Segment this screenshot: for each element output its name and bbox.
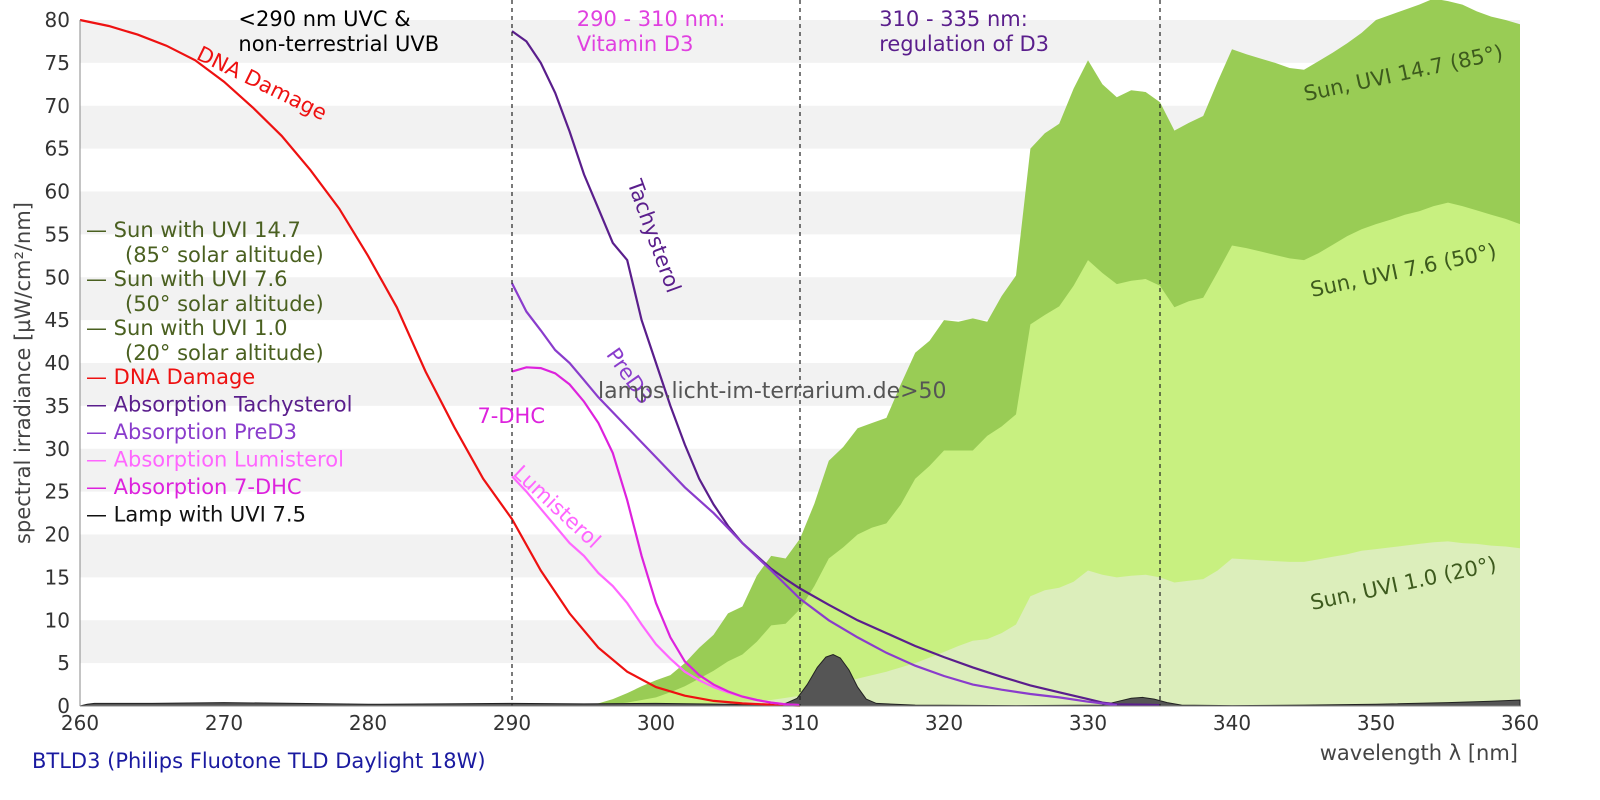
y-tick-label-50: 50 [45,265,70,289]
legend-entry-2-sub: (20° solar altitude) [125,341,324,365]
legend-entry-0-sub: (85° solar altitude) [125,243,324,267]
y-tick-label-35: 35 [45,394,70,418]
y-tick-label-10: 10 [45,608,70,632]
x-tick-label-290: 290 [493,711,531,735]
x-tick-label-340: 340 [1213,711,1251,735]
sun-spectrum-areas [79,0,1521,707]
watermark: lamps.licht-im-terrarium.de>50 [598,379,947,404]
region-text-0-0: <290 nm UVC & [238,7,410,31]
legend-entry-1: — Sun with UVI 7.6 [86,267,288,291]
line-absorption-7-dhc [511,366,801,707]
y-tick-label-5: 5 [57,651,70,675]
x-tick-label-260: 260 [61,711,99,735]
legend-entry-6: — Absorption Lumisterol [86,448,344,472]
x-tick-label-310: 310 [781,711,819,735]
legend-entry-0: — Sun with UVI 14.7 [86,218,301,242]
y-tick-label-70: 70 [45,94,70,118]
region-text-2-1: regulation of D3 [879,32,1049,56]
x-tick-label-300: 300 [637,711,675,735]
y-tick-label-0: 0 [57,694,70,718]
y-tick-label-20: 20 [45,523,70,547]
x-tick-label-360: 360 [1501,711,1539,735]
y-tick-label-60: 60 [45,180,70,204]
line-dna-damage [79,18,801,707]
legend-entry-4: — Absorption Tachysterol [86,393,352,417]
y-tick-label-75: 75 [45,51,70,75]
legend-entry-3: — DNA Damage [86,365,255,389]
region-text-1-1: Vitamin D3 [577,32,694,56]
y-tick-label-15: 15 [45,565,70,589]
legend-entry-2: — Sun with UVI 1.0 [86,316,288,340]
legend-entry-1-sub: (50° solar altitude) [125,292,324,316]
area-lamp-with-uvi-7-5 [79,653,1521,707]
x-axis-label: wavelength λ [nm] [1320,741,1518,765]
absorption-curves [79,18,1161,707]
y-tick-label-40: 40 [45,351,70,375]
region-text-0-1: non-terrestrial UVB [238,32,439,56]
x-tick-label-280: 280 [349,711,387,735]
legend-entry-8: — Lamp with UVI 7.5 [86,503,306,527]
y-tick-label-55: 55 [45,222,70,246]
y-tick-label-25: 25 [45,480,70,504]
x-tick-label-330: 330 [1069,711,1107,735]
legend: — Sun with UVI 14.7(85° solar altitude)—… [86,218,352,527]
x-tick-label-270: 270 [205,711,243,735]
region-text-2-0: 310 - 335 nm: [879,7,1028,31]
wavelength-regions: <290 nm UVC &non-terrestrial UVB 290 - 31… [238,0,1161,706]
y-tick-label-45: 45 [45,308,70,332]
legend-entry-7: — Absorption 7-DHC [86,475,302,499]
axes: 0 5 10 15 20 25 30 35 40 45 50 55 60 65 70 75 80 260 270 28… [45,8,1540,735]
curve-label-absorption-7-dhc: 7-DHC [477,404,545,428]
y-tick-label-30: 30 [45,437,70,461]
y-tick-label-65: 65 [45,137,70,161]
footer-lamp-name: BTLD3 (Philips Fluotone TLD Daylight 18W… [32,749,486,773]
y-tick-label-80: 80 [45,8,70,32]
x-tick-label-320: 320 [925,711,963,735]
line-absorption-pred3 [511,282,1117,707]
x-tick-label-350: 350 [1357,711,1395,735]
legend-entry-5: — Absorption PreD3 [86,420,297,444]
area-sun-with-uvi-1-0 [656,541,1520,706]
y-axis-label: spectral irradiance [µW/cm²/nm] [11,202,35,544]
region-text-1-0: 290 - 310 nm: [577,7,726,31]
